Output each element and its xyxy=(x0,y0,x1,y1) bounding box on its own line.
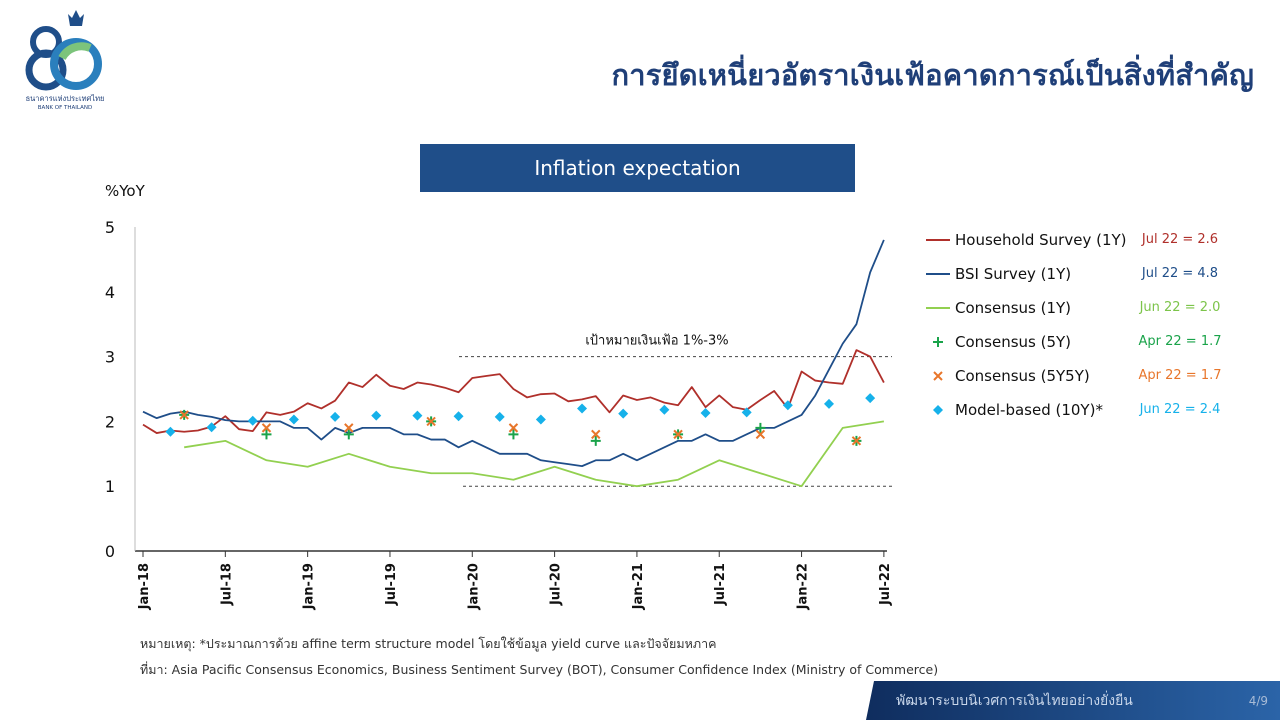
legend-annotation: Jul 22 = 2.6 xyxy=(1141,232,1218,247)
chart-title: Inflation expectation xyxy=(420,144,855,192)
consensus-5y-marker xyxy=(343,429,354,440)
legend-label: BSI Survey (1Y) xyxy=(955,265,1071,283)
legend-annotation: Apr 22 = 1.7 xyxy=(1139,334,1222,349)
target-band-label: เป้าหมายเงินเฟ้อ 1%-3% xyxy=(585,334,728,349)
legend-label: Consensus (1Y) xyxy=(955,299,1071,317)
consensus-5y5y-marker xyxy=(179,410,189,420)
model-based-marker xyxy=(618,408,629,419)
legend-label: Consensus (5Y) xyxy=(955,333,1071,351)
consensus-5y-marker xyxy=(261,429,272,440)
x-tick-label: Jul-22 xyxy=(878,563,893,606)
model-based-marker xyxy=(494,411,505,422)
y-tick-label: 2 xyxy=(105,412,115,431)
consensus-5y5y-marker xyxy=(426,416,436,427)
model-based-marker xyxy=(535,414,546,425)
x-tick-label: Jul-19 xyxy=(384,563,399,606)
consensus-5y5y-marker xyxy=(261,423,272,433)
y-tick-label: 5 xyxy=(105,218,115,237)
legend-annotation: Jun 22 = 2.0 xyxy=(1139,300,1221,315)
chart-title-text: Inflation expectation xyxy=(534,156,741,180)
bot-80-logo: ธนาคารแห่งประเทศไทย BANK OF THAILAND xyxy=(10,8,120,112)
consensus-5y-marker xyxy=(755,422,766,433)
consensus-5y5y-marker xyxy=(508,423,519,433)
footer-text: พัฒนาระบบนิเวศการเงินไทยอย่างยั่งยืน xyxy=(896,693,1133,709)
legend-annotation: Jul 22 = 4.8 xyxy=(1141,266,1218,281)
consensus-5y5y-marker xyxy=(344,423,354,433)
consensus-5y-marker xyxy=(508,429,519,440)
chart-remark: หมายเหตุ: *ประมาณการด้วย affine term str… xyxy=(140,636,717,651)
x-tick-label: Jul-21 xyxy=(713,563,728,606)
x-tick-label: Jan-19 xyxy=(302,563,317,610)
y-axis-label: %YoY xyxy=(105,182,146,200)
logo-text-en: BANK OF THAILAND xyxy=(38,105,92,111)
legend-swatch xyxy=(933,405,943,415)
consensus-5y5y-marker xyxy=(673,429,683,440)
model-based-marker xyxy=(741,407,752,418)
footer-band xyxy=(866,681,1280,720)
model-based-marker xyxy=(206,422,217,433)
legend-annotation: Apr 22 = 1.7 xyxy=(1139,368,1222,383)
legend-swatch xyxy=(933,371,943,381)
x-tick-label: Jan-21 xyxy=(631,563,646,610)
legend-label: Household Survey (1Y) xyxy=(955,231,1127,249)
page-number: 4/9 xyxy=(1248,694,1268,708)
model-based-marker xyxy=(577,403,588,414)
model-based-marker xyxy=(247,415,258,426)
model-based-marker xyxy=(165,426,176,437)
chart-source: ที่มา: Asia Pacific Consensus Economics,… xyxy=(140,662,939,677)
model-based-marker xyxy=(700,407,711,418)
x-tick-label: Jan-20 xyxy=(466,563,481,610)
consensus-5y5y-marker xyxy=(851,436,862,446)
consensus-5y5y-marker xyxy=(755,429,766,440)
legend-annotation: Jun 22 = 2.4 xyxy=(1139,402,1221,417)
model-based-marker xyxy=(824,398,834,409)
y-tick-label: 1 xyxy=(105,477,115,496)
logo-text-th: ธนาคารแห่งประเทศไทย xyxy=(26,94,105,103)
y-tick-label: 3 xyxy=(105,348,115,367)
series-line-household-survey-1y- xyxy=(142,349,885,434)
legend-label: Model-based (10Y)* xyxy=(955,401,1103,419)
page-title: การยึดเหนี่ยวอัตราเงินเฟ้อคาดการณ์เป็นสิ… xyxy=(611,58,1254,92)
model-based-marker xyxy=(412,410,423,421)
legend-swatch xyxy=(933,337,943,347)
model-based-marker xyxy=(288,414,299,425)
x-tick-label: Jul-18 xyxy=(219,563,234,606)
model-based-marker xyxy=(865,393,876,404)
consensus-5y-marker xyxy=(590,435,601,446)
model-based-marker xyxy=(453,411,464,422)
series-line-consensus-1y- xyxy=(184,420,885,488)
y-tick-label: 0 xyxy=(105,542,115,561)
x-tick-label: Jul-20 xyxy=(549,563,564,606)
model-based-marker xyxy=(330,411,341,422)
consensus-5y5y-marker xyxy=(591,429,601,440)
model-based-marker xyxy=(659,404,670,415)
y-tick-label: 4 xyxy=(105,283,115,302)
x-tick-label: Jan-18 xyxy=(137,563,152,610)
legend-label: Consensus (5Y5Y) xyxy=(955,367,1090,385)
x-tick-label: Jan-22 xyxy=(796,563,811,610)
model-based-marker xyxy=(782,400,793,411)
model-based-marker xyxy=(371,410,382,421)
